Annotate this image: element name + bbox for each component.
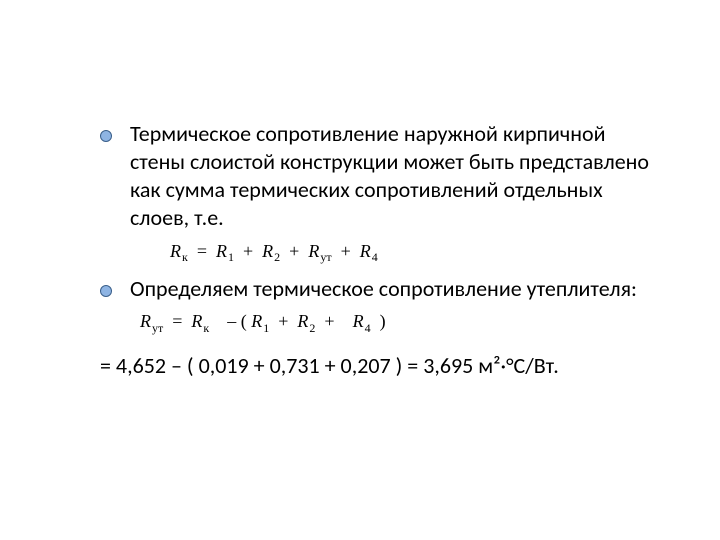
f1-t0-var: R [216,241,227,261]
formula-2-block: Rут = Rк – ( R1 + R2 + R4 ) [140,311,650,336]
f1-t2-sub: ут [320,250,331,264]
f1-t2-var: R [308,241,319,261]
f2-m2-sub: 4 [365,321,371,335]
f2-r1-var: R [191,311,202,331]
f2-m1-var: R [297,311,308,331]
formula-1-block: Rк = R1 + R2 + Rут + R4 [170,241,650,266]
bullet-text-2: Определяем термическое сопротивление уте… [130,275,637,303]
bullet-item-2: Определяем термическое сопротивление уте… [100,275,650,303]
f1-t3-sub: 4 [372,250,378,264]
f2-lhs-var: R [140,311,151,331]
slide: Термическое сопротивление наружной кирпи… [0,0,720,540]
f2-m0-var: R [251,311,262,331]
bullet-dot-icon [100,130,112,142]
formula-2: Rут = Rк – ( R1 + R2 + R4 ) [140,311,386,331]
bullet-text-1: Термическое сопротивление наружной кирпи… [130,120,650,233]
f2-r1-sub: к [203,321,209,335]
f2-m1-sub: 2 [309,321,315,335]
bullet-item-1: Термическое сопротивление наружной кирпи… [100,120,650,233]
f1-t3-var: R [360,241,371,261]
result-line: = 4,652 – ( 0,019 + 0,731 + 0,207 ) = 3,… [100,352,650,381]
f1-t1-sub: 2 [274,250,280,264]
f1-t0-sub: 1 [228,250,234,264]
f2-m0-sub: 1 [263,321,269,335]
f1-lhs-var: R [170,241,181,261]
f2-m2-var: R [353,311,364,331]
f1-t1-var: R [262,241,273,261]
f2-lhs-sub: ут [152,321,163,335]
formula-1: Rк = R1 + R2 + Rут + R4 [170,241,378,261]
bullet-dot-icon [100,285,112,297]
f1-lhs-sub: к [182,250,188,264]
